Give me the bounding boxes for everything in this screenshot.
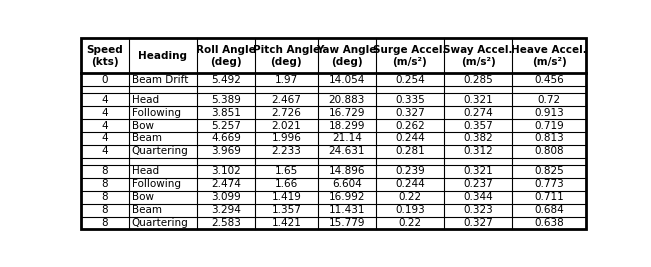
Text: 5.389: 5.389 (211, 95, 241, 105)
Text: 0.244: 0.244 (395, 179, 424, 189)
Text: 0.327: 0.327 (395, 108, 424, 118)
Text: Pitch Angle
(deg): Pitch Angle (deg) (253, 45, 320, 67)
Text: 0.22: 0.22 (398, 192, 421, 202)
Text: 0.684: 0.684 (534, 205, 564, 215)
Text: 0.357: 0.357 (464, 121, 493, 131)
Text: 0.456: 0.456 (534, 75, 564, 85)
Text: Heading: Heading (138, 51, 187, 61)
Text: 0.22: 0.22 (398, 218, 421, 228)
Text: 3.294: 3.294 (211, 205, 241, 215)
Text: 1.97: 1.97 (275, 75, 298, 85)
Text: 5.492: 5.492 (211, 75, 241, 85)
Text: 0.281: 0.281 (395, 146, 424, 156)
Text: 0.239: 0.239 (395, 166, 424, 176)
Text: 4.669: 4.669 (211, 134, 241, 143)
Text: 16.729: 16.729 (329, 108, 365, 118)
Text: 8: 8 (102, 192, 108, 202)
Text: Heave Accel.
(m/s²): Heave Accel. (m/s²) (511, 45, 587, 67)
Text: 6.604: 6.604 (332, 179, 362, 189)
Text: 2.021: 2.021 (271, 121, 301, 131)
Text: 0.719: 0.719 (534, 121, 564, 131)
Text: 3.851: 3.851 (211, 108, 241, 118)
Text: 4: 4 (102, 146, 108, 156)
Text: Yaw Angle
(deg): Yaw Angle (deg) (316, 45, 377, 67)
Text: 8: 8 (102, 166, 108, 176)
Text: 0.237: 0.237 (464, 179, 493, 189)
Text: 2.467: 2.467 (271, 95, 301, 105)
Text: Speed
(kts): Speed (kts) (87, 45, 124, 67)
Text: 0.321: 0.321 (464, 166, 493, 176)
Text: 0.773: 0.773 (534, 179, 564, 189)
Text: 21.14: 21.14 (332, 134, 362, 143)
Text: Beam: Beam (132, 134, 161, 143)
Text: 0.323: 0.323 (464, 205, 493, 215)
Text: 0.344: 0.344 (464, 192, 493, 202)
Text: Roll Angle
(deg): Roll Angle (deg) (196, 45, 256, 67)
Text: 1.419: 1.419 (271, 192, 301, 202)
Text: 16.992: 16.992 (329, 192, 365, 202)
Text: Following: Following (132, 179, 181, 189)
Text: 0.312: 0.312 (464, 146, 493, 156)
Text: 0.327: 0.327 (464, 218, 493, 228)
Text: 1.65: 1.65 (275, 166, 298, 176)
Text: 0.913: 0.913 (534, 108, 564, 118)
Text: 2.474: 2.474 (211, 179, 241, 189)
Text: Head: Head (132, 166, 159, 176)
Text: 0.335: 0.335 (395, 95, 424, 105)
Text: 15.779: 15.779 (329, 218, 365, 228)
Text: Quartering: Quartering (132, 218, 188, 228)
Text: 20.883: 20.883 (329, 95, 365, 105)
Text: 18.299: 18.299 (329, 121, 365, 131)
Text: 0.321: 0.321 (464, 95, 493, 105)
Text: 0.254: 0.254 (395, 75, 424, 85)
Text: 1.357: 1.357 (271, 205, 301, 215)
Text: 3.099: 3.099 (211, 192, 241, 202)
Text: Surge Accel.
(m/s²): Surge Accel. (m/s²) (373, 45, 447, 67)
Text: Following: Following (132, 108, 181, 118)
Text: 8: 8 (102, 218, 108, 228)
Text: Beam: Beam (132, 205, 161, 215)
Text: 5.257: 5.257 (211, 121, 241, 131)
Text: 1.996: 1.996 (271, 134, 301, 143)
Text: 2.233: 2.233 (271, 146, 301, 156)
Text: 0.382: 0.382 (464, 134, 493, 143)
Text: 0: 0 (102, 75, 108, 85)
Text: 2.583: 2.583 (211, 218, 241, 228)
Text: 1.66: 1.66 (275, 179, 298, 189)
Text: 14.054: 14.054 (329, 75, 365, 85)
Text: 14.896: 14.896 (329, 166, 365, 176)
Text: 0.244: 0.244 (395, 134, 424, 143)
Text: 11.431: 11.431 (329, 205, 365, 215)
Text: 0.72: 0.72 (538, 95, 561, 105)
Text: 8: 8 (102, 179, 108, 189)
Text: 0.825: 0.825 (534, 166, 564, 176)
Text: 0.193: 0.193 (395, 205, 424, 215)
Text: Quartering: Quartering (132, 146, 188, 156)
Text: Bow: Bow (132, 121, 154, 131)
Text: 4: 4 (102, 134, 108, 143)
Text: 0.285: 0.285 (464, 75, 493, 85)
Text: 1.421: 1.421 (271, 218, 301, 228)
Text: Sway Accel.
(m/s²): Sway Accel. (m/s²) (443, 45, 513, 67)
Text: 4: 4 (102, 108, 108, 118)
Text: 24.631: 24.631 (329, 146, 365, 156)
Text: 0.808: 0.808 (534, 146, 564, 156)
Text: 0.638: 0.638 (534, 218, 564, 228)
Text: 0.274: 0.274 (464, 108, 493, 118)
Text: 0.262: 0.262 (395, 121, 424, 131)
Text: 0.711: 0.711 (534, 192, 564, 202)
Text: Bow: Bow (132, 192, 154, 202)
Text: 4: 4 (102, 95, 108, 105)
Text: 3.102: 3.102 (211, 166, 241, 176)
Text: Beam Drift: Beam Drift (132, 75, 188, 85)
Text: 2.726: 2.726 (271, 108, 301, 118)
Text: 0.813: 0.813 (534, 134, 564, 143)
Text: 4: 4 (102, 121, 108, 131)
Text: 8: 8 (102, 205, 108, 215)
Text: 3.969: 3.969 (211, 146, 241, 156)
Text: Head: Head (132, 95, 159, 105)
